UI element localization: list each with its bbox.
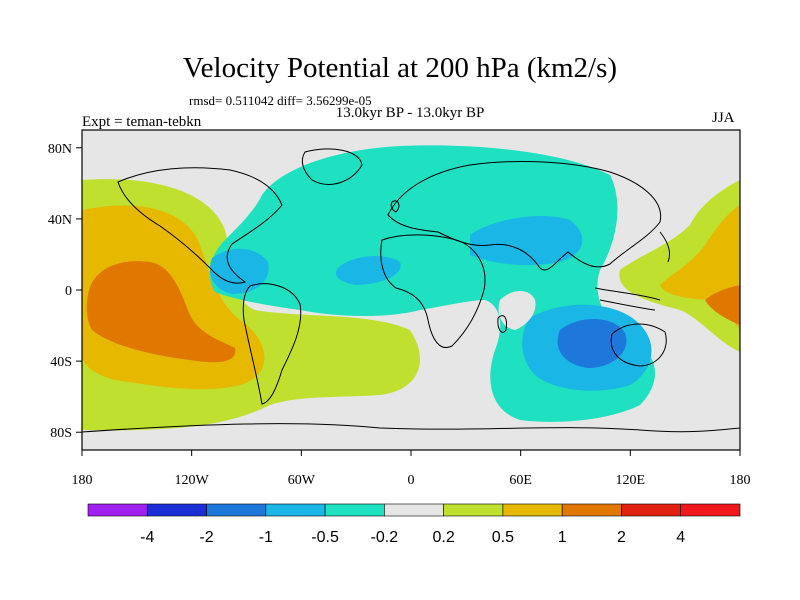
colorbar-swatch [146, 503, 207, 517]
colorbar-label: -0.5 [311, 529, 339, 546]
y-tick-label: 40S [50, 355, 72, 370]
x-tick-label: 0 [408, 473, 415, 488]
colorbar-swatch [561, 503, 622, 517]
colorbar-swatch [206, 503, 267, 517]
y-tick-label: 0 [65, 284, 72, 299]
coastlines [82, 148, 740, 433]
colorbar-label: -4 [140, 529, 154, 546]
contour-fill-negative-1-indian-ocean [557, 319, 627, 368]
colorbar-label: 0.5 [492, 529, 514, 546]
coastline-south-america [242, 283, 302, 405]
colorbar-label: 0.2 [433, 529, 455, 546]
colorbar-swatch [680, 503, 741, 517]
colorbar-label: 1 [558, 529, 567, 546]
contour-fill-negative-0.5-india [470, 215, 583, 266]
contour-fill-positive-0.2-east [619, 180, 740, 352]
x-tick-label: 60E [509, 473, 532, 488]
y-tick-label: 80S [50, 426, 72, 441]
colorbar-swatch [502, 503, 563, 517]
colorbar-label: -2 [199, 529, 213, 546]
y-tick-label: 80N [48, 142, 72, 157]
colorbar-swatch [324, 503, 385, 517]
coastline-eurasia [387, 160, 662, 271]
contour-fill-neutral-patch [498, 291, 536, 330]
contour-fill-positive-1-east [705, 285, 740, 325]
coastline-madagascar [497, 315, 507, 333]
colorbar-label: 4 [676, 529, 685, 546]
coastline-africa [380, 234, 486, 348]
x-tick-label: 180 [72, 473, 93, 488]
period-label: 13.0kyr BP - 13.0kyr BP [335, 105, 485, 121]
colorbar-label: 2 [617, 529, 626, 546]
chart-title: Velocity Potential at 200 hPa (km2/s) [182, 52, 618, 84]
x-tick-label: 120E [616, 473, 646, 488]
colorbar-label: -0.2 [371, 529, 399, 546]
coastline-greenland [301, 148, 363, 185]
y-tick-label: 40N [48, 213, 72, 228]
contour-fill-negative-0.5-africa [335, 256, 401, 285]
colorbar-swatch [87, 503, 148, 517]
contour-fill-positive-1 [86, 261, 236, 363]
experiment-label: Expt = teman-tebkn [82, 114, 202, 130]
y-axis: 80N 40N 0 40S 80S [48, 142, 82, 441]
x-tick-label: 120W [175, 473, 210, 488]
coastline-uk [390, 200, 400, 213]
stats-line: rmsd= 0.511042 diff= 3.56299e-05 [189, 93, 372, 108]
colorbar-swatch [384, 503, 444, 517]
x-tick-label: 180 [730, 473, 751, 488]
x-axis: 180 120W 60W 0 60E 120E 180 [72, 450, 751, 488]
map-plot-area [82, 130, 740, 450]
colorbar-swatch [621, 503, 682, 517]
coastline-indonesia [594, 287, 661, 311]
coastline-antarctica [82, 423, 740, 433]
colorbar-label: -1 [259, 529, 273, 546]
colorbar-swatch [443, 503, 504, 517]
season-label: JJA [712, 110, 735, 126]
x-tick-label: 60W [288, 473, 316, 488]
coastline-japan [659, 231, 671, 263]
colorbar-swatch [265, 503, 326, 517]
coastline-australia [610, 323, 667, 367]
colorbar: -4 -2 -1 -0.5 -0.2 0.2 0.5 1 2 4 [87, 503, 741, 546]
coastline-north-america [117, 167, 283, 284]
contour-fill-negative-0.5-atlantic [210, 248, 269, 294]
